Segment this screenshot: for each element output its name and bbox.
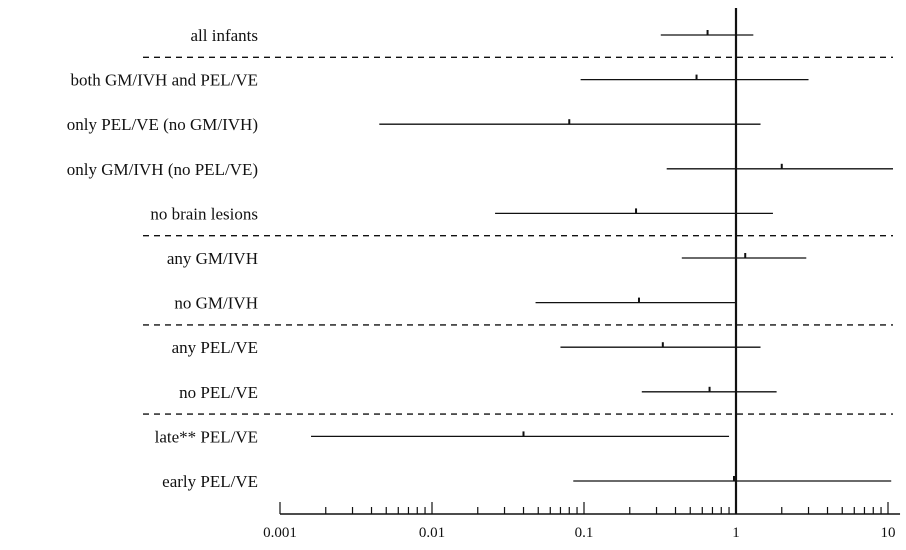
row-label: no brain lesions bbox=[150, 204, 258, 223]
forest-row: only PEL/VE (no GM/IVH) bbox=[67, 115, 761, 134]
forest-row: any PEL/VE bbox=[172, 338, 761, 357]
x-tick-label: 1 bbox=[732, 525, 740, 541]
x-axis: 0.001 0.01 0.1 1 10 bbox=[263, 502, 901, 541]
forest-row: no GM/IVH bbox=[174, 294, 736, 313]
x-tick-label: 10 bbox=[881, 525, 896, 541]
forest-row: no brain lesions bbox=[150, 204, 773, 223]
forest-row: only GM/IVH (no PEL/VE) bbox=[67, 160, 893, 179]
x-tick-label: 0.1 bbox=[575, 525, 594, 541]
row-label: no PEL/VE bbox=[179, 383, 258, 402]
group-separators bbox=[143, 56, 893, 415]
forest-row: no PEL/VE bbox=[179, 383, 777, 402]
forest-row: all infants bbox=[190, 26, 754, 45]
row-label: only PEL/VE (no GM/IVH) bbox=[67, 115, 258, 134]
x-tick-label: 0.001 bbox=[263, 525, 297, 541]
row-label: no GM/IVH bbox=[174, 294, 258, 313]
row-label: both GM/IVH and PEL/VE bbox=[71, 71, 258, 90]
forest-row: early PEL/VE bbox=[162, 472, 892, 491]
row-label: any GM/IVH bbox=[167, 249, 258, 268]
forest-row: both GM/IVH and PEL/VE bbox=[71, 71, 809, 90]
row-label: early PEL/VE bbox=[162, 472, 258, 491]
row-label: only GM/IVH (no PEL/VE) bbox=[67, 160, 258, 179]
row-label: late** PEL/VE bbox=[155, 427, 258, 446]
row-label: all infants bbox=[190, 26, 258, 45]
row-label: any PEL/VE bbox=[172, 338, 258, 357]
forest-row: any GM/IVH bbox=[167, 249, 807, 268]
forest-row: late** PEL/VE bbox=[155, 427, 730, 446]
x-tick-label: 0.01 bbox=[419, 525, 445, 541]
forest-rows: all infants both GM/IVH and PEL/VE only PE… bbox=[67, 26, 893, 491]
